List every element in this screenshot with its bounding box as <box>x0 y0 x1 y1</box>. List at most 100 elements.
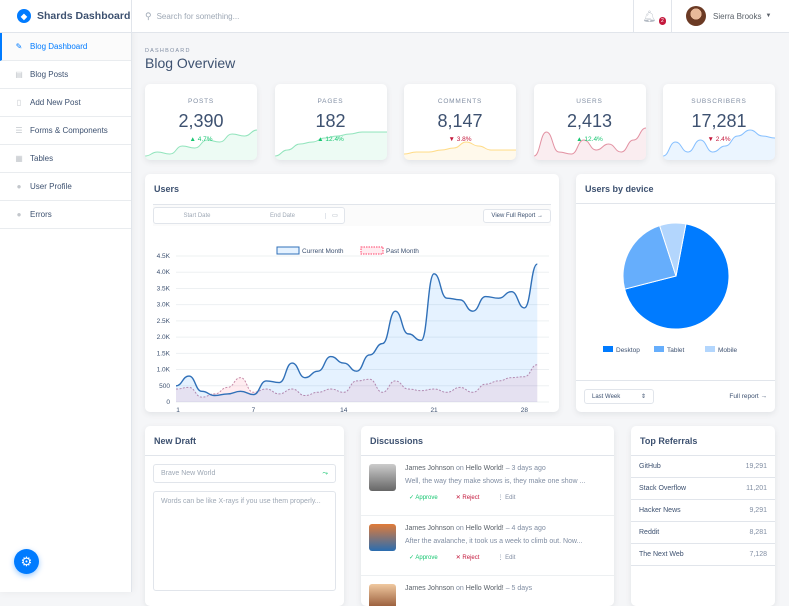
settings-button[interactable]: ⚙ <box>14 549 39 574</box>
sidebar-item-add-new-post[interactable]: ▯Add New Post <box>0 89 131 117</box>
approve-button[interactable]: ✓ Approve <box>405 552 442 563</box>
brand[interactable]: ◆Shards Dashboard <box>0 0 131 33</box>
sidebar-item-label: Blog Dashboard <box>30 42 87 51</box>
card-title: Top Referrals <box>631 426 775 456</box>
referral-name: Hacker News <box>639 507 681 514</box>
comment-text: Well, the way they make shows is, they m… <box>405 477 606 486</box>
referral-name: Reddit <box>639 529 659 536</box>
legend-label: Desktop <box>616 347 640 354</box>
sidebar-item-label: Errors <box>30 210 52 219</box>
stat-label: PAGES <box>275 98 387 105</box>
draft-body-textarea[interactable]: Words can be like X-rays if you use them… <box>153 491 336 591</box>
y-tick-label: 1.5K <box>157 350 171 357</box>
legend-label: Past Month <box>386 248 419 255</box>
x-tick-label: 28 <box>521 407 529 412</box>
error-icon: ● <box>15 210 23 219</box>
reject-button[interactable]: ✕ Reject <box>452 552 484 563</box>
grammarly-icon: ⤳ <box>322 470 328 478</box>
post-link[interactable]: Hello World! <box>466 585 504 592</box>
table-icon: ▦ <box>15 154 23 163</box>
author-link[interactable]: James Johnson <box>405 585 454 592</box>
discussion-item: James Johnson on Hello World! – 4 days a… <box>361 516 614 576</box>
referral-name: Stack Overflow <box>639 485 686 492</box>
sidebar-item-forms-components[interactable]: ☰Forms & Components <box>0 117 131 145</box>
stat-change: ▲ 4.7% <box>145 136 257 143</box>
card-title: Users by device <box>576 174 775 204</box>
sidebar-item-tables[interactable]: ▦Tables <box>0 145 131 173</box>
search-input[interactable]: ⚲ Search for something... <box>132 11 633 22</box>
referral-value: 9,291 <box>749 507 767 514</box>
title-placeholder: Brave New World <box>161 470 215 477</box>
avatar <box>369 464 396 491</box>
sidebar-item-errors[interactable]: ● Errors <box>0 201 131 229</box>
on-text: on <box>456 525 464 532</box>
range-select[interactable]: Last Week⇕ <box>584 389 654 404</box>
caret-down-icon: ▼ <box>707 136 713 143</box>
post-link[interactable]: Hello World! <box>466 525 504 532</box>
reject-button[interactable]: ✕ Reject <box>452 492 484 503</box>
sidebar-item-label: User Profile <box>30 182 72 191</box>
new-draft-card: New Draft Brave New World⤳ Words can be … <box>145 426 344 606</box>
stat-label: SUBSCRIBERS <box>663 98 775 105</box>
chevron-down-icon: ▼ <box>765 13 771 19</box>
calendar-icon[interactable]: ▭ <box>326 212 344 219</box>
stat-label: COMMENTS <box>404 98 516 105</box>
sidebar-item-blog-posts[interactable]: ▤ Blog Posts <box>0 61 131 89</box>
referral-value: 19,291 <box>746 463 767 470</box>
y-tick-label: 4.0K <box>157 269 171 276</box>
discussions-card: Discussions James Johnson on Hello World… <box>361 426 614 606</box>
notification-badge: 2 <box>659 17 666 25</box>
x-tick-label: 14 <box>340 407 348 412</box>
search-icon: ⚲ <box>145 11 152 22</box>
stat-change: ▼ 3.8% <box>404 136 516 143</box>
start-date-input[interactable]: Start Date <box>154 213 240 219</box>
author-link[interactable]: James Johnson <box>405 525 454 532</box>
sidebar-item-user-profile[interactable]: ● User Profile <box>0 173 131 201</box>
author-link[interactable]: James Johnson <box>405 465 454 472</box>
referral-value: 7,128 <box>749 551 767 558</box>
edit-button[interactable]: ⋮ Edit <box>493 552 519 563</box>
user-name: Sierra Brooks <box>713 12 761 21</box>
post-link[interactable]: Hello World! <box>466 465 504 472</box>
view-full-report-button[interactable]: View Full Report → <box>483 209 551 223</box>
referral-row: Reddit 8,281 <box>631 522 775 544</box>
y-tick-label: 3.5K <box>157 285 171 292</box>
search-placeholder: Search for something... <box>157 12 240 21</box>
end-date-input[interactable]: End Date <box>240 213 326 219</box>
comment-text: After the avalanche, it took us a week t… <box>405 537 606 546</box>
posts-icon: ▤ <box>15 70 23 79</box>
y-tick-label: 4.5K <box>157 253 171 260</box>
y-tick-label: 3.0K <box>157 302 171 309</box>
user-menu[interactable]: Sierra Brooks ▼ <box>671 0 789 33</box>
y-tick-label: 0 <box>166 399 170 406</box>
edit-button[interactable]: ⋮ Edit <box>493 492 519 503</box>
user-icon: ● <box>15 182 23 191</box>
sidebar-item-label: Blog Posts <box>30 70 68 79</box>
legend-swatch <box>603 346 613 352</box>
x-tick-label: 1 <box>176 407 180 412</box>
avatar <box>369 524 396 551</box>
stat-change: ▼ 2.4% <box>663 136 775 143</box>
chevron-updown-icon: ⇕ <box>641 393 646 400</box>
approve-button[interactable]: ✓ Approve <box>405 492 442 503</box>
sidebar-item-blog-dashboard[interactable]: ✎Blog Dashboard <box>0 33 131 61</box>
full-report-link[interactable]: Full report → <box>729 393 767 400</box>
stat-change-value: 3.8% <box>457 136 472 143</box>
y-tick-label: 2.5K <box>157 318 171 325</box>
referral-value: 8,281 <box>749 529 767 536</box>
users-card: Users Start Date End Date ▭ View Full Re… <box>145 174 559 412</box>
forms-icon: ☰ <box>15 126 23 135</box>
notifications-button[interactable]: 🔔︎2 <box>633 0 671 33</box>
referral-value: 11,201 <box>746 485 767 492</box>
legend-swatch <box>654 346 664 352</box>
shards-logo-icon: ◆ <box>17 9 31 23</box>
sidebar-item-label: Add New Post <box>30 98 81 107</box>
draft-title-input[interactable]: Brave New World ⤳ <box>153 464 336 483</box>
